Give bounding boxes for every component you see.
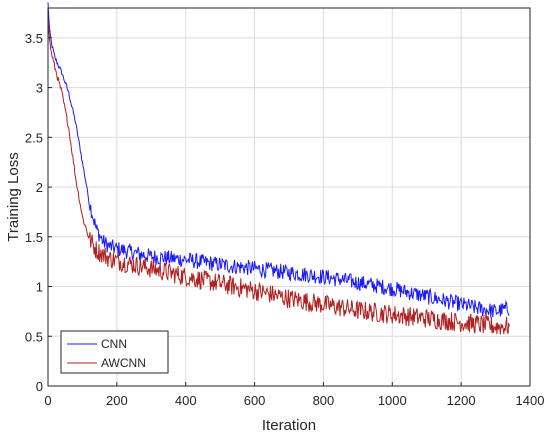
y-tick-label: 3 [36, 81, 43, 96]
series-layer [47, 2, 510, 335]
x-tick-label: 200 [106, 393, 128, 408]
y-tick-label: 2 [36, 180, 43, 195]
x-tick-label: 1200 [447, 393, 476, 408]
plot-frame [47, 7, 531, 387]
y-tick-label: 0.5 [25, 329, 43, 344]
series-line-awcnn [47, 20, 510, 335]
y-tick-label: 1 [36, 280, 43, 295]
x-tick-label: 400 [175, 393, 197, 408]
y-tick-label: 0 [36, 379, 43, 394]
x-tick-label: 800 [313, 393, 335, 408]
plot-background [48, 8, 530, 386]
series-line-cnn [47, 2, 510, 318]
legend-label-awcnn: AWCNN [101, 356, 146, 370]
legend: CNN AWCNN [60, 330, 169, 374]
legend-box [60, 330, 169, 374]
y-tick-label: 3.5 [25, 31, 43, 46]
y-tick-label: 1.5 [25, 230, 43, 245]
x-tick-label: 1400 [516, 393, 545, 408]
y-tick-label: 2.5 [25, 130, 43, 145]
grid [47, 8, 531, 387]
x-tick-label: 600 [244, 393, 266, 408]
x-tick-label: 1000 [378, 393, 407, 408]
x-axis-title: Iteration [262, 417, 316, 434]
x-tick-label: 0 [44, 393, 51, 408]
y-axis-title: Training Loss [5, 152, 22, 242]
x-axis-ticks: 0 200 400 600 800 1000 1200 1400 [44, 382, 544, 408]
legend-label-cnn: CNN [101, 337, 127, 351]
y-axis-ticks: 0 0.5 1 1.5 2 2.5 3 3.5 [25, 31, 52, 394]
